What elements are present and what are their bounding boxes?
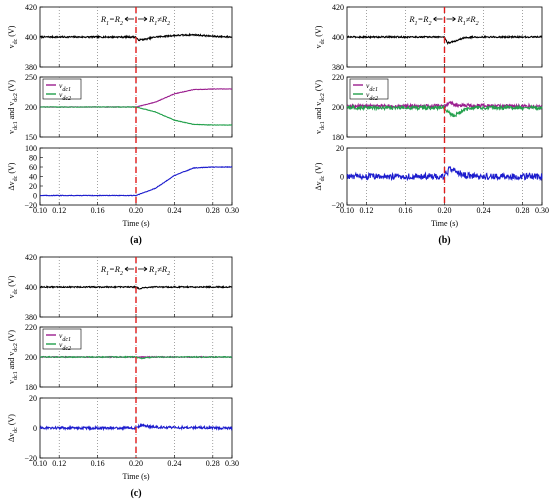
legend-entry: vdc2 xyxy=(59,340,71,352)
annotation-left: R1=R2 xyxy=(408,14,431,27)
y-tick-label: 250 xyxy=(25,73,37,82)
y-tick-label: 380 xyxy=(25,63,37,72)
y-tick-label: 200 xyxy=(332,103,344,112)
y-axis-label: vdc1 and vdc2 (V) xyxy=(7,80,19,134)
y-tick-label: 180 xyxy=(25,383,37,392)
x-tick-label: 0.16 xyxy=(91,206,105,215)
y-tick-label: −20 xyxy=(331,201,344,210)
annotation-arrow-left xyxy=(124,266,134,272)
series-line xyxy=(346,165,543,182)
y-tick-label: 400 xyxy=(332,33,344,42)
series-line xyxy=(39,165,233,197)
subplot-3: 20 0 −20 Δvdc (V) xyxy=(7,394,233,463)
x-tick-label: 0.12 xyxy=(360,206,374,215)
y-axis-label: vdc (V) xyxy=(7,275,19,298)
y-tick-label: 20 xyxy=(29,394,37,403)
x-tick-label: 0.30 xyxy=(535,206,549,215)
x-tick-label: 0.12 xyxy=(52,459,66,468)
x-tick-label: 0.20 xyxy=(129,206,143,215)
y-axis-label: vdc (V) xyxy=(7,25,19,48)
y-tick-label: 400 xyxy=(25,33,37,42)
y-tick-label: 150 xyxy=(25,133,37,142)
y-tick-label: 220 xyxy=(25,323,37,332)
y-tick-label: 0 xyxy=(33,192,37,201)
legend-entry: vdc2 xyxy=(366,90,378,102)
y-tick-label: 380 xyxy=(332,63,344,72)
y-tick-label: 420 xyxy=(332,3,344,12)
subplot-3: 20 0 −20 Δvdc (V) xyxy=(314,144,543,210)
annotation-arrow-right xyxy=(138,266,148,272)
figure-caption: (c) xyxy=(130,488,141,499)
x-tick-label: 0.28 xyxy=(516,206,530,215)
x-tick-label: 0.28 xyxy=(206,459,220,468)
y-axis-label: Δvdc (V) xyxy=(314,162,326,190)
figure-caption: (b) xyxy=(438,235,450,246)
x-tick-label: 0.20 xyxy=(438,206,452,215)
annotation-arrow-left xyxy=(433,16,443,22)
annotation-left: R1=R2 xyxy=(100,264,123,277)
x-tick-label: 0.28 xyxy=(206,206,220,215)
x-tick-label: 0.24 xyxy=(167,206,181,215)
y-tick-label: 100 xyxy=(25,144,37,153)
x-tick-label: 0.16 xyxy=(399,206,413,215)
x-tick-label: 0.24 xyxy=(167,459,181,468)
y-tick-label: 60 xyxy=(29,163,37,172)
y-tick-label: 80 xyxy=(29,154,37,163)
y-tick-label: 20 xyxy=(29,182,37,191)
y-axis-label: vdc (V) xyxy=(314,25,326,48)
x-tick-label: 0.24 xyxy=(477,206,491,215)
annotation-arrow-right xyxy=(138,16,148,22)
y-tick-label: −20 xyxy=(24,454,37,463)
y-axis-label: vdc1 and vdc2 (V) xyxy=(7,330,19,384)
annotation-arrow-left xyxy=(124,16,134,22)
y-tick-label: 20 xyxy=(336,144,344,153)
x-axis-label: Time (s) xyxy=(431,219,458,228)
y-tick-label: 420 xyxy=(25,3,37,12)
y-tick-label: −20 xyxy=(24,201,37,210)
y-tick-label: 200 xyxy=(25,103,37,112)
x-tick-label: 0.30 xyxy=(225,459,239,468)
annotation-left: R1=R2 xyxy=(100,14,123,27)
y-tick-label: 0 xyxy=(33,424,37,433)
x-axis-label: Time (s) xyxy=(122,472,149,481)
legend-entry: vdc1 xyxy=(366,81,378,93)
x-tick-label: 0.10 xyxy=(33,206,47,215)
y-axis-label: Δvdc (V) xyxy=(7,162,19,190)
annotation-arrow-right xyxy=(446,16,456,22)
x-tick-label: 0.10 xyxy=(340,206,354,215)
x-tick-label: 0.20 xyxy=(129,459,143,468)
annotation-right: R1≠R2 xyxy=(148,14,170,27)
series-line xyxy=(39,285,233,290)
x-tick-label: 0.10 xyxy=(33,459,47,468)
y-tick-label: 180 xyxy=(332,133,344,142)
annotation-right: R1≠R2 xyxy=(457,14,479,27)
annotation-right: R1≠R2 xyxy=(148,264,170,277)
x-tick-label: 0.12 xyxy=(52,206,66,215)
x-axis-label: Time (s) xyxy=(122,219,149,228)
y-axis-label: vdc1 and vdc2 (V) xyxy=(314,80,326,134)
y-tick-label: 220 xyxy=(332,73,344,82)
y-tick-label: 200 xyxy=(25,353,37,362)
y-tick-label: 40 xyxy=(29,173,37,182)
series-line-vdc2 xyxy=(39,355,233,360)
legend-entry: vdc1 xyxy=(59,81,71,93)
y-axis-label: Δvdc (V) xyxy=(7,414,19,442)
y-tick-label: 420 xyxy=(25,253,37,262)
x-tick-label: 0.16 xyxy=(91,459,105,468)
figure-caption: (a) xyxy=(130,235,142,246)
legend-entry: vdc2 xyxy=(59,90,71,102)
legend-entry: vdc1 xyxy=(59,331,71,343)
y-tick-label: 400 xyxy=(25,283,37,292)
y-tick-label: 380 xyxy=(25,313,37,322)
x-tick-label: 0.30 xyxy=(225,206,239,215)
y-tick-label: 0 xyxy=(340,173,344,182)
